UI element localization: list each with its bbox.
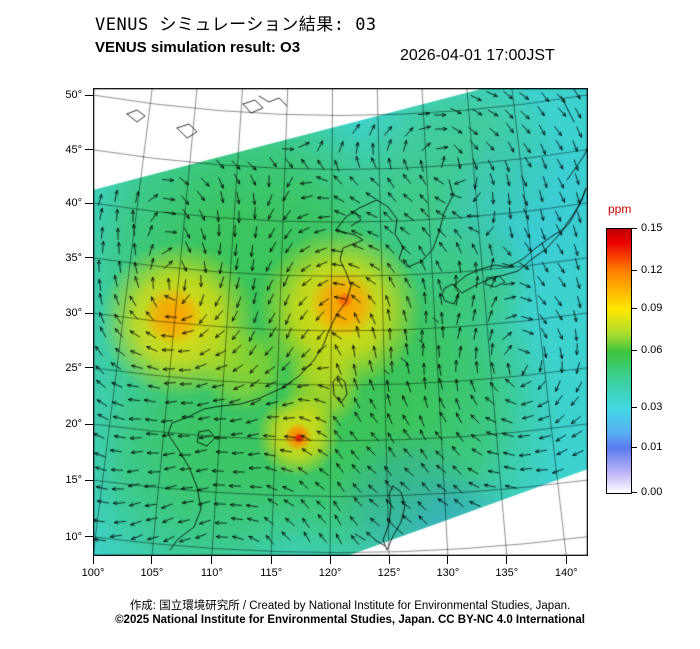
lon-tick — [388, 556, 390, 564]
lat-tick — [85, 423, 93, 425]
lat-tick-label: 40° — [65, 197, 82, 210]
colorbar-unit-label: ppm — [608, 202, 632, 216]
lon-tick — [92, 556, 94, 564]
lat-tick-label: 45° — [65, 143, 82, 156]
lat-tick — [85, 202, 93, 204]
colorbar-tick — [632, 308, 637, 310]
colorbar-tick — [632, 446, 637, 448]
footer-copyright: ©2025 National Institute for Environment… — [115, 614, 585, 626]
lon-tick-label: 130° — [436, 567, 460, 579]
colorbar-tick — [632, 491, 637, 493]
lat-tick-label: 35° — [65, 251, 82, 264]
lat-tick — [85, 312, 93, 314]
lon-tick — [447, 556, 449, 564]
lon-tick — [270, 556, 272, 564]
lon-tick-label: 105° — [140, 567, 164, 579]
title-japanese: VENUS シミュレーション結果: 03 — [95, 15, 377, 35]
lon-tick-label: 135° — [495, 567, 519, 579]
lat-tick-label: 20° — [65, 418, 82, 431]
colorbar-tick-label: 0.01 — [641, 440, 663, 453]
lat-tick — [85, 536, 93, 538]
colorbar-tick — [632, 227, 637, 229]
lon-tick-label: 115° — [260, 567, 283, 579]
lat-tick — [85, 149, 93, 151]
colorbar-tick-label: 0.12 — [641, 263, 663, 276]
lon-tick — [506, 556, 508, 564]
lon-tick-label: 100° — [81, 567, 105, 579]
lat-tick — [85, 367, 93, 369]
colorbar-gradient — [606, 228, 632, 494]
title-english: VENUS simulation result: O3 — [95, 39, 301, 56]
lon-tick — [329, 556, 331, 564]
map-canvas — [93, 88, 588, 556]
colorbar-tick-label: 0.03 — [641, 401, 663, 414]
lat-tick-label: 50° — [65, 89, 82, 102]
colorbar: ppm 0.15 0.12 0.09 0.06 0.03 0.01 0.00 — [604, 202, 700, 512]
lon-tick — [565, 556, 567, 564]
lat-tick — [85, 94, 93, 96]
colorbar-tick — [632, 269, 637, 271]
colorbar-tick-label: 0.06 — [641, 344, 663, 357]
timestamp: 2026-04-01 17:00JST — [400, 47, 555, 64]
colorbar-tick-label: 0.00 — [641, 485, 663, 498]
lon-tick-label: 125° — [377, 567, 401, 579]
lat-tick-label: 25° — [65, 361, 82, 374]
colorbar-tick — [632, 407, 637, 409]
lat-tick — [85, 257, 93, 259]
lat-tick-label: 10° — [65, 530, 82, 543]
lat-tick — [85, 479, 93, 481]
colorbar-tick-label: 0.15 — [641, 221, 663, 234]
lat-tick-label: 30° — [65, 307, 82, 320]
colorbar-tick-label: 0.09 — [641, 302, 663, 315]
lat-tick-label: 15° — [65, 474, 82, 487]
lon-tick-label: 120° — [318, 567, 342, 579]
lon-tick — [211, 556, 213, 564]
lon-tick — [151, 556, 153, 564]
lon-tick-label: 140° — [554, 567, 578, 579]
lon-tick-label: 110° — [200, 567, 223, 579]
colorbar-tick — [632, 350, 637, 352]
footer-credit: 作成: 国立環境研究所 / Created by National Instit… — [129, 600, 571, 612]
